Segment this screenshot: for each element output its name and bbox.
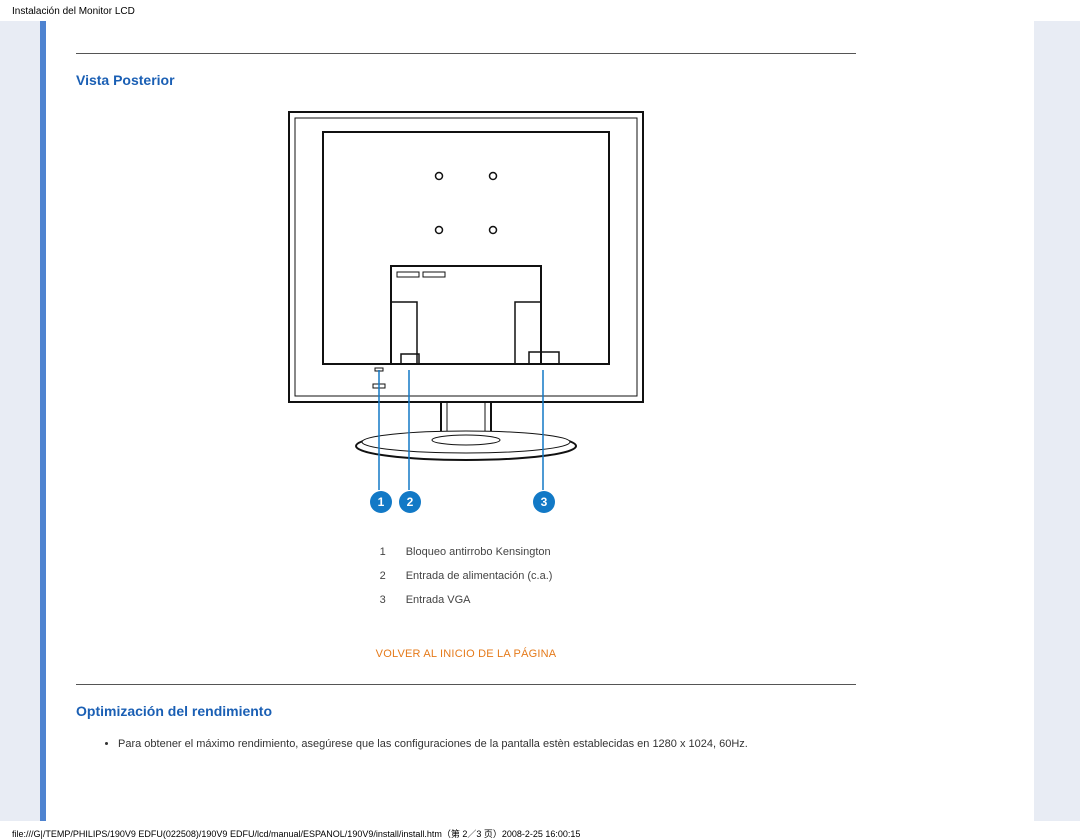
- rear-view-diagram: 1 2 3: [76, 106, 856, 526]
- svg-text:1: 1: [378, 495, 385, 509]
- optimization-bullets: Para obtener el máximo rendimiento, aseg…: [118, 737, 856, 753]
- monitor-rear-svg: 1 2 3: [231, 106, 701, 526]
- back-to-top: VOLVER AL INICIO DE LA PÁGINA: [76, 648, 856, 660]
- legend-text: Bloqueo antirrobo Kensington: [396, 540, 563, 564]
- legend-text: Entrada VGA: [396, 588, 563, 612]
- divider: [76, 53, 856, 54]
- legend-num: 3: [370, 588, 396, 612]
- bullet-item: Para obtener el máximo rendimiento, aseg…: [118, 737, 856, 753]
- section-title-optimization: Optimización del rendimiento: [76, 703, 856, 719]
- right-rail: [1034, 21, 1080, 821]
- legend-table: 1Bloqueo antirrobo Kensington2Entrada de…: [370, 540, 563, 612]
- svg-text:3: 3: [541, 495, 548, 509]
- legend-row: 2Entrada de alimentación (c.a.): [370, 564, 563, 588]
- legend-num: 1: [370, 540, 396, 564]
- legend-row: 3Entrada VGA: [370, 588, 563, 612]
- content: Vista Posterior 123 1Bloqueo antirrobo K…: [46, 21, 886, 821]
- legend-row: 1Bloqueo antirrobo Kensington: [370, 540, 563, 564]
- footer-path: file:///G|/TEMP/PHILIPS/190V9 EDFU(02250…: [0, 821, 1080, 840]
- page-layout: Vista Posterior 123 1Bloqueo antirrobo K…: [0, 21, 1080, 821]
- legend-num: 2: [370, 564, 396, 588]
- legend-text: Entrada de alimentación (c.a.): [396, 564, 563, 588]
- divider: [76, 684, 856, 685]
- section-title-rear-view: Vista Posterior: [76, 72, 856, 88]
- page-header: Instalación del Monitor LCD: [0, 0, 1080, 17]
- back-to-top-link[interactable]: VOLVER AL INICIO DE LA PÁGINA: [376, 648, 557, 660]
- left-rail: [0, 21, 46, 821]
- svg-text:2: 2: [407, 495, 414, 509]
